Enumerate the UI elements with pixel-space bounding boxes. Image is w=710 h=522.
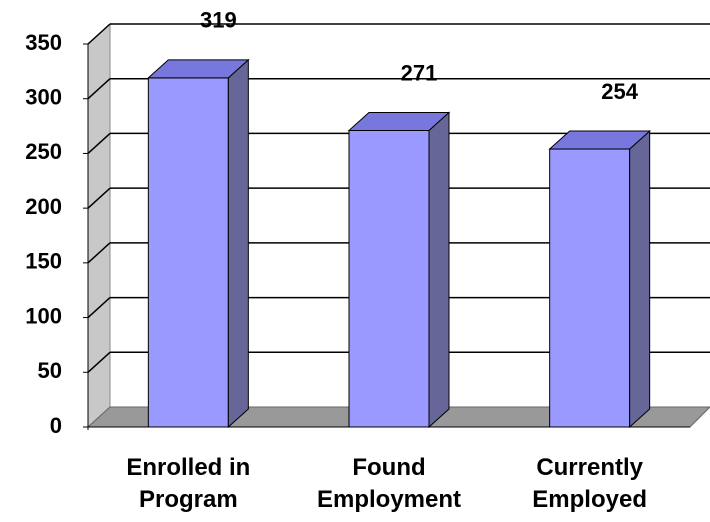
grid-line-side [87,132,111,154]
y-tick-label: 0 [50,413,62,438]
bar-front [147,77,229,428]
bar-top [347,111,451,131]
grid-line-side [87,297,111,319]
grid-line-side [87,78,111,100]
y-tick-label: 200 [25,194,62,219]
y-tick-label: 100 [25,303,62,328]
data-label: 271 [401,60,438,85]
bar-side [629,129,651,429]
grid-line-side [87,242,111,264]
y-tick-label: 250 [25,139,62,164]
bar-top [147,59,250,79]
bar-side [428,111,450,429]
x-tick-label: Enrolled in Program [126,454,251,513]
x-tick-label: Currently Employed [532,454,647,513]
grid-line-side [87,187,111,209]
y-tick-label: 150 [25,249,62,274]
bar-front [348,129,430,428]
data-label: 254 [601,79,638,104]
y-tick-label: 350 [25,30,62,55]
x-tick-label: Found Employment [316,454,462,513]
left-wall [87,22,111,429]
y-tick-label: 50 [38,358,62,383]
grid-line-side [87,23,111,45]
bar-front [549,148,631,428]
bar-side [227,58,249,429]
grid-line-side [87,351,111,373]
y-tick-label: 300 [25,85,62,110]
bar-top [548,130,651,150]
data-label: 319 [200,8,237,33]
